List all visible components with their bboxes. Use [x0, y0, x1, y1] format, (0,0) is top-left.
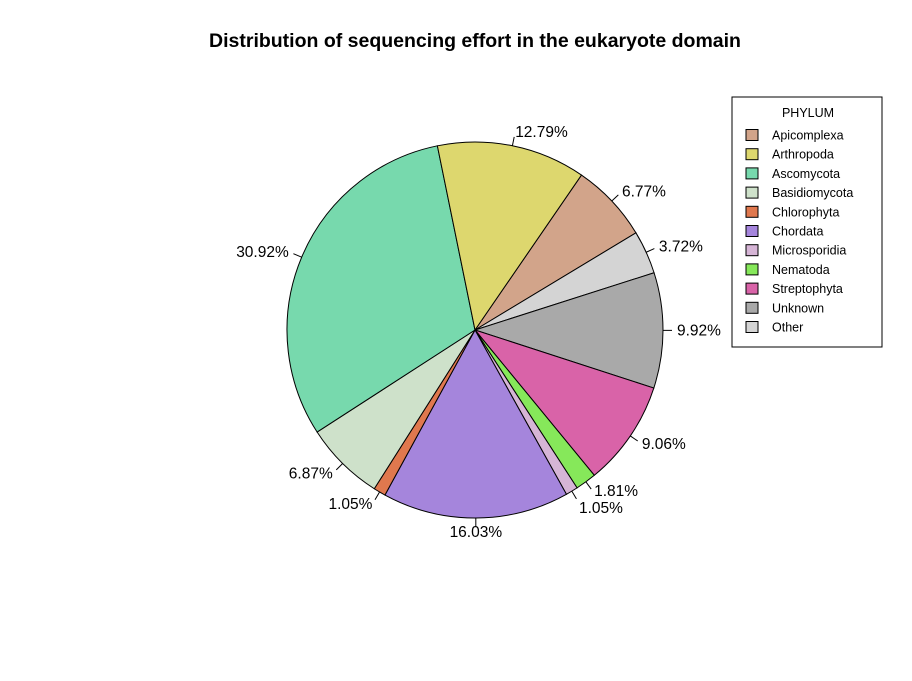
- pie-tick-other: [645, 248, 655, 253]
- pie-slice-unknown: [473, 272, 664, 389]
- pie-tick-basidiomycota: [335, 463, 343, 471]
- legend-swatch-streptophyta: [745, 282, 759, 295]
- pie-label-chordata: 16.03%: [450, 524, 503, 541]
- legend-swatch-microsporidia: [745, 244, 759, 257]
- legend-swatch-chordata: [745, 225, 759, 237]
- pie-tick-nematoda: [585, 481, 592, 490]
- legend-swatch-chlorophyta: [745, 205, 759, 218]
- pie-slice-chordata: [384, 328, 568, 519]
- pie-tick-microsporidia: [571, 490, 577, 500]
- legend-label-nematoda: Nematoda: [772, 263, 830, 277]
- pie-slice-streptophyta: [473, 328, 655, 476]
- pie-tick-chlorophyta: [374, 491, 381, 500]
- chart-title: Distribution of sequencing effort in the…: [209, 30, 741, 52]
- legend-title: PHYLUM: [782, 106, 834, 120]
- legend-swatch-unknown: [745, 301, 759, 314]
- pie-label-chlorophyta: 1.05%: [329, 496, 373, 513]
- pie-tick-apicomplexa: [611, 194, 619, 202]
- legend-swatch-nematoda: [745, 263, 759, 276]
- legend-label-microsporidia: Microsporidia: [772, 244, 846, 258]
- pie-slice-arthropoda: [436, 141, 583, 332]
- pie-labels: 6.77%3.72%9.92%9.06%1.81%1.05%16.03%1.05…: [236, 124, 721, 541]
- pie-label-streptophyta: 9.06%: [642, 436, 686, 453]
- pie-label-other: 3.72%: [659, 238, 703, 255]
- legend-label-basidiomycota: Basidiomycota: [772, 186, 853, 200]
- legend-label-chordata: Chordata: [772, 225, 823, 239]
- pie-label-ascomycota: 30.92%: [236, 244, 289, 261]
- pie-label-microsporidia: 1.05%: [579, 500, 623, 517]
- legend-swatch-other: [745, 321, 759, 333]
- pie-label-arthropoda: 12.79%: [515, 124, 568, 141]
- legend-swatch-apicomplexa: [745, 129, 759, 141]
- pie-tick-streptophyta: [630, 435, 639, 442]
- legend-label-arthropoda: Arthropoda: [772, 148, 834, 162]
- legend-label-streptophyta: Streptophyta: [772, 282, 843, 296]
- legend-label-other: Other: [772, 321, 803, 335]
- legend-label-chlorophyta: Chlorophyta: [772, 205, 839, 219]
- legend-label-unknown: Unknown: [772, 301, 824, 315]
- legend-label-ascomycota: Ascomycota: [772, 167, 840, 181]
- pie-tick-ascomycota: [293, 253, 302, 258]
- legend-label-apicomplexa: Apicomplexa: [772, 129, 844, 143]
- pie-label-nematoda: 1.81%: [594, 483, 638, 500]
- legend-swatch-ascomycota: [745, 167, 759, 180]
- pie-slices: [286, 141, 664, 519]
- legend-swatch-arthropoda: [745, 148, 759, 161]
- pie-label-basidiomycota: 6.87%: [289, 465, 333, 482]
- legend-items: Apicomplexa Arthropoda Ascomycota Basidiomy…: [745, 129, 853, 335]
- legend-swatch-basidiomycota: [745, 186, 759, 199]
- pie-label-unknown: 9.92%: [677, 322, 721, 339]
- pie-label-apicomplexa: 6.77%: [622, 183, 666, 200]
- legend: PHYLUM Apicomplexa Arthropoda Ascomycota Ba…: [731, 96, 883, 348]
- pie-tick-arthropoda: [511, 136, 515, 146]
